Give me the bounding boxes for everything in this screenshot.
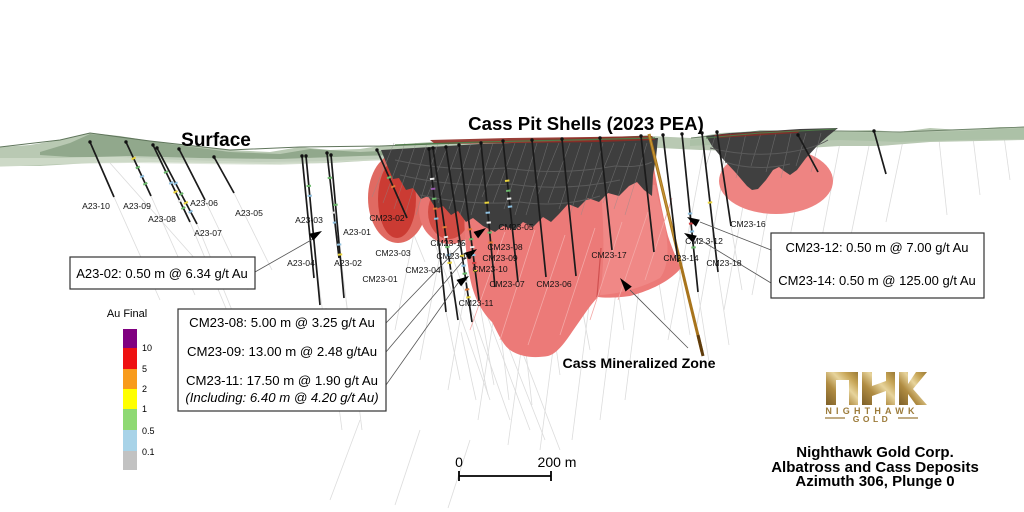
svg-text:CM23-11: 17.50 m @ 1.90 g/t Au: CM23-11: 17.50 m @ 1.90 g/t Au <box>186 373 378 388</box>
svg-text:0: 0 <box>455 454 463 470</box>
svg-text:A23-07: A23-07 <box>194 228 222 238</box>
svg-text:A23-05: A23-05 <box>235 208 263 218</box>
svg-text:200 m: 200 m <box>538 454 577 470</box>
svg-text:NIGHTHAWK: NIGHTHAWK <box>825 406 918 416</box>
svg-text:CM23-10: CM23-10 <box>472 264 508 274</box>
svg-text:A23-10: A23-10 <box>82 201 110 211</box>
svg-text:0.5: 0.5 <box>142 426 155 436</box>
svg-text:A23-02: A23-02 <box>334 258 362 268</box>
svg-text:0.1: 0.1 <box>142 447 155 457</box>
svg-text:A23-09: A23-09 <box>123 201 151 211</box>
svg-text:Albatross and Cass Deposits: Albatross and Cass Deposits <box>771 459 979 476</box>
svg-text:CM23-04: CM23-04 <box>405 265 441 275</box>
svg-text:CM23-01: CM23-01 <box>362 274 398 284</box>
svg-text:2: 2 <box>142 384 147 394</box>
svg-text:CM2 3-12: CM2 3-12 <box>685 236 723 246</box>
svg-text:CM23-07: CM23-07 <box>489 279 525 289</box>
svg-text:CM23-14: 0.50 m @ 125.00 g/t A: CM23-14: 0.50 m @ 125.00 g/t Au <box>778 273 975 288</box>
svg-text:CM23-05: CM23-05 <box>498 222 534 232</box>
svg-text:CM23-17: CM23-17 <box>591 250 627 260</box>
svg-text:A23-01: A23-01 <box>343 227 371 237</box>
svg-text:A23-04: A23-04 <box>287 258 315 268</box>
svg-text:1: 1 <box>142 404 147 414</box>
svg-text:A23-06: A23-06 <box>190 198 218 208</box>
svg-text:(Including: 6.40 m @ 4.20 g/t: (Including: 6.40 m @ 4.20 g/t Au) <box>185 390 378 405</box>
svg-text:CM23-18: CM23-18 <box>706 258 742 268</box>
svg-text:CM23-11: CM23-11 <box>459 298 494 308</box>
svg-text:10: 10 <box>142 343 152 353</box>
svg-text:GOLD: GOLD <box>853 414 892 424</box>
svg-text:CM23-16: CM23-16 <box>730 219 766 229</box>
svg-text:Surface: Surface <box>181 130 251 151</box>
svg-text:A23-08: A23-08 <box>148 214 176 224</box>
svg-text:A23-02: 0.50 m @ 6.34 g/t Au: A23-02: 0.50 m @ 6.34 g/t Au <box>76 266 247 281</box>
svg-text:Nighthawk Gold Corp.: Nighthawk Gold Corp. <box>796 444 954 461</box>
svg-text:CM23-13: CM23-13 <box>436 251 472 261</box>
svg-text:Cass Pit Shells (2023 PEA): Cass Pit Shells (2023 PEA) <box>468 113 704 134</box>
svg-text:CM23-02: CM23-02 <box>369 213 405 223</box>
svg-text:A23-03: A23-03 <box>295 215 323 225</box>
svg-text:CM23-15: CM23-15 <box>430 238 466 248</box>
svg-text:CM23-09: CM23-09 <box>482 253 518 263</box>
svg-text:CM23-09: 13.00 m @ 2.48 g/tAu: CM23-09: 13.00 m @ 2.48 g/tAu <box>187 344 377 359</box>
svg-text:CM23-08: CM23-08 <box>487 242 523 252</box>
svg-text:CM23-08: 5.00 m @ 3.25 g/t Au: CM23-08: 5.00 m @ 3.25 g/t Au <box>189 315 375 330</box>
svg-text:CM23-03: CM23-03 <box>375 248 411 258</box>
svg-text:Azimuth 306, Plunge 0: Azimuth 306, Plunge 0 <box>795 473 954 490</box>
svg-text:5: 5 <box>142 364 147 374</box>
svg-text:Cass Mineralized Zone: Cass Mineralized Zone <box>563 356 716 372</box>
svg-text:CM23-14: CM23-14 <box>663 253 699 263</box>
svg-text:Au Final: Au Final <box>107 308 147 320</box>
svg-text:CM23-12: 0.50 m @ 7.00 g/t Au: CM23-12: 0.50 m @ 7.00 g/t Au <box>785 240 968 255</box>
svg-text:CM23-06: CM23-06 <box>536 279 572 289</box>
